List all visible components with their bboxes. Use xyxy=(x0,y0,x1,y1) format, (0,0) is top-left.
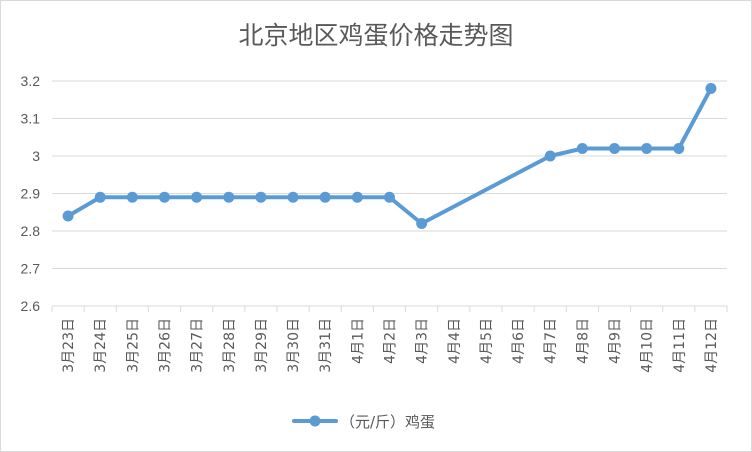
x-tick-label: 4月1日 xyxy=(350,318,366,364)
x-tick-label: 3月27日 xyxy=(190,318,206,373)
data-point xyxy=(673,143,685,154)
legend-marker-swatch xyxy=(309,415,321,427)
x-tick-label: 4月8日 xyxy=(575,318,591,364)
y-tick-label: 3 xyxy=(32,148,40,164)
data-point xyxy=(62,210,74,222)
data-point xyxy=(191,191,203,203)
data-point xyxy=(319,191,331,203)
data-point xyxy=(384,191,395,203)
data-point xyxy=(159,191,170,203)
x-tick-label: 3月23日 xyxy=(61,318,77,373)
x-tick-label: 4月9日 xyxy=(608,318,624,364)
x-axis: 3月23日 3月24日 3月25日 3月26日 3月27日 3月28日 3月29日 3月30日… xyxy=(51,306,728,373)
data-point xyxy=(126,191,138,203)
x-tick-label: 3月31日 xyxy=(318,318,334,373)
x-tick-label: 4月4日 xyxy=(447,318,463,364)
data-point xyxy=(641,143,653,154)
data-point xyxy=(255,191,267,203)
data-point xyxy=(287,191,299,203)
data-point xyxy=(94,191,106,203)
y-tick-label: 2.6 xyxy=(21,298,41,314)
legend-label: （元/斤）鸡蛋 xyxy=(340,413,435,431)
y-tick-label: 3.2 xyxy=(21,73,41,89)
x-tick-label: 4月6日 xyxy=(511,318,527,364)
data-point xyxy=(576,143,588,154)
data-point xyxy=(705,83,717,94)
x-tick-label: 4月10日 xyxy=(640,318,656,373)
y-axis: 2.6 2.7 2.8 2.9 3 3.1 3.2 xyxy=(21,73,41,314)
y-tick-label: 3.1 xyxy=(21,111,41,127)
x-tick-label: 4月2日 xyxy=(383,318,399,364)
x-tick-label: 4月5日 xyxy=(479,318,495,364)
x-tick-label: 3月29日 xyxy=(254,318,270,373)
legend: （元/斤）鸡蛋 xyxy=(292,413,435,431)
data-point xyxy=(544,150,556,162)
data-point xyxy=(416,218,428,229)
data-point xyxy=(223,191,235,203)
x-tick-label: 4月3日 xyxy=(415,318,431,364)
x-tick-label: 3月30日 xyxy=(286,318,302,373)
x-tick-label: 3月24日 xyxy=(93,318,109,373)
data-point xyxy=(351,191,363,203)
x-tick-label: 3月26日 xyxy=(158,318,174,373)
y-tick-label: 2.9 xyxy=(21,186,41,202)
y-tick-label: 2.7 xyxy=(21,261,41,277)
x-tick-label: 4月7日 xyxy=(543,318,559,364)
chart-title: 北京地区鸡蛋价格走势图 xyxy=(238,21,513,50)
series-layer xyxy=(62,83,717,229)
data-point xyxy=(609,143,620,154)
x-tick-label: 3月28日 xyxy=(222,318,238,373)
y-tick-label: 2.8 xyxy=(21,223,41,239)
gridlines xyxy=(52,80,727,307)
x-tick-label: 4月12日 xyxy=(704,318,720,373)
x-tick-label: 3月25日 xyxy=(125,318,141,373)
x-tick-label: 4月11日 xyxy=(672,318,688,373)
